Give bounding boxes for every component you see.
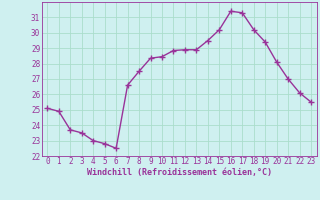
X-axis label: Windchill (Refroidissement éolien,°C): Windchill (Refroidissement éolien,°C): [87, 168, 272, 177]
